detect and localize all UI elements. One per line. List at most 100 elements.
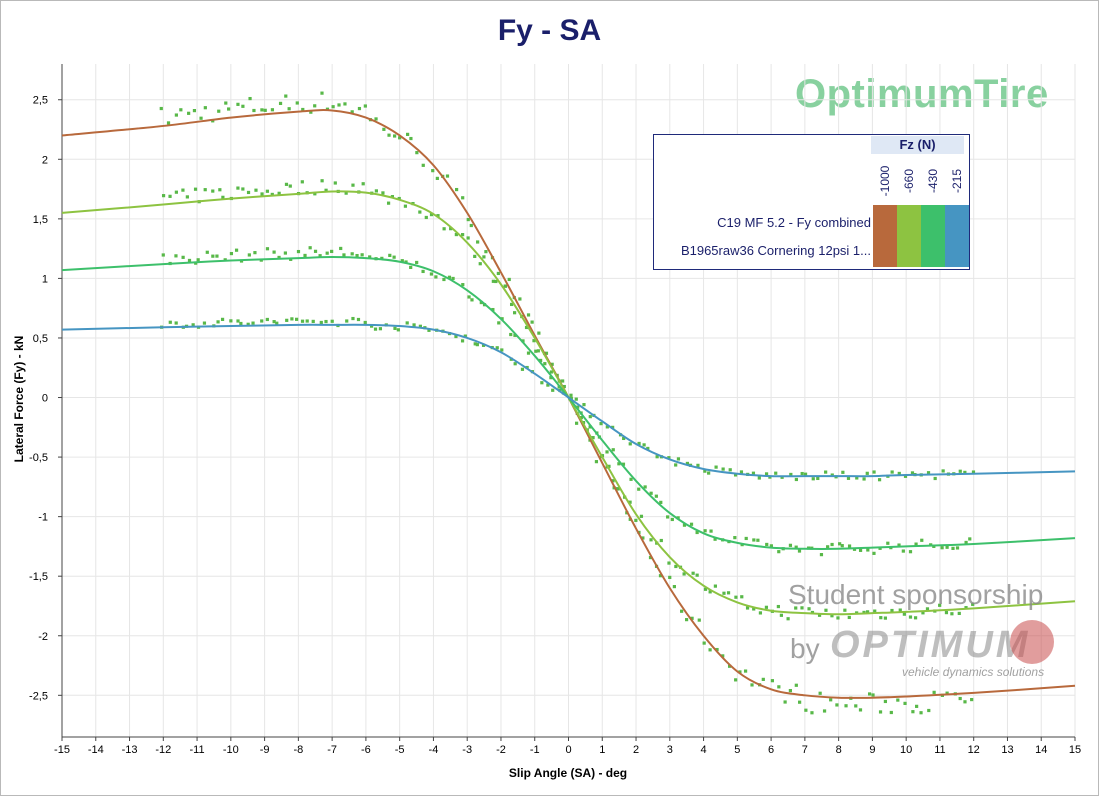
measured-point [877, 478, 882, 482]
measured-point [800, 606, 804, 610]
measured-point [496, 271, 500, 276]
x-tick-label: -5 [395, 744, 405, 756]
measured-point [764, 472, 769, 476]
measured-point [308, 246, 312, 250]
measured-point [637, 487, 641, 491]
measured-point [621, 462, 626, 466]
measured-point [844, 704, 848, 708]
measured-point [574, 421, 579, 425]
measured-point [830, 614, 834, 618]
measured-point [769, 544, 773, 548]
measured-point [743, 669, 748, 673]
measured-point [550, 362, 554, 366]
measured-point [889, 710, 893, 715]
measured-point [955, 546, 960, 550]
measured-point [396, 328, 400, 332]
measured-point [272, 250, 276, 254]
measured-point [539, 358, 543, 363]
measured-point [278, 101, 283, 106]
legend-row-measured: B1965raw36 Cornering 12psi 1... [680, 243, 871, 258]
measured-point [738, 670, 742, 674]
measured-point [311, 319, 315, 324]
measured-point [794, 683, 798, 687]
measured-point [300, 319, 305, 323]
measured-point [776, 604, 780, 609]
optimum-logo-icon [1010, 620, 1054, 664]
measured-point [788, 543, 793, 547]
measured-point [890, 608, 894, 613]
measured-point [628, 442, 632, 446]
measured-point [648, 555, 653, 560]
measured-point [393, 326, 397, 330]
measured-point [690, 616, 694, 620]
measured-point [883, 616, 888, 620]
measured-point [734, 595, 738, 599]
measured-point [654, 494, 658, 498]
measured-point [540, 381, 544, 385]
measured-point [879, 616, 883, 620]
measured-point [824, 470, 828, 474]
measured-point [470, 298, 474, 302]
measured-point [666, 515, 670, 519]
measured-point [161, 253, 165, 257]
measured-point [363, 104, 367, 108]
measured-point [777, 550, 781, 554]
measured-point [951, 546, 955, 550]
measured-point [696, 463, 700, 467]
measured-point [460, 339, 465, 343]
measured-point [643, 485, 647, 489]
measured-point [847, 544, 852, 548]
measured-point [520, 367, 525, 371]
fit-curve--660 [61, 190, 1076, 616]
measured-point [344, 191, 348, 195]
measured-point [786, 617, 790, 621]
measured-point [549, 376, 553, 380]
measured-point [713, 584, 717, 588]
x-tick-label: 9 [869, 744, 875, 756]
measured-point [926, 471, 931, 475]
measured-point [251, 321, 255, 325]
measured-point [216, 320, 220, 324]
x-tick-label: -9 [260, 744, 270, 756]
measured-point [454, 232, 458, 237]
measured-point [695, 573, 699, 577]
measured-point [337, 103, 341, 107]
measured-point [497, 321, 501, 325]
measured-point [838, 542, 842, 546]
measured-point [970, 697, 974, 702]
measured-point [897, 471, 901, 476]
measured-point [404, 260, 408, 264]
measured-point [301, 107, 305, 112]
measured-point [350, 252, 354, 256]
measured-point [388, 253, 392, 257]
measured-point [260, 192, 264, 196]
measured-point [715, 647, 719, 652]
measured-point [867, 692, 872, 696]
measured-point [324, 319, 328, 324]
legend-load-label: -1000 [878, 165, 892, 197]
legend-row-model: C19 MF 5.2 - Fy combined [717, 215, 871, 230]
measured-point [526, 313, 531, 317]
measured-point [752, 607, 756, 611]
measured-point [461, 196, 465, 200]
x-tick-label: 8 [836, 744, 842, 756]
measured-point [239, 321, 243, 326]
x-tick-label: 7 [802, 744, 808, 756]
measured-point [680, 609, 684, 613]
measured-point [229, 319, 233, 323]
measured-point [277, 255, 281, 260]
measured-point [360, 253, 364, 257]
measured-point [920, 538, 924, 542]
measured-point [431, 169, 435, 173]
measured-point [174, 321, 178, 325]
measured-point [455, 187, 459, 192]
measured-point [628, 500, 632, 504]
measured-point [945, 691, 949, 695]
measured-point [288, 184, 292, 188]
measured-point [382, 127, 386, 131]
measured-point [913, 616, 918, 620]
measured-point [313, 192, 317, 196]
x-tick-label: -12 [155, 744, 171, 756]
measured-point [211, 254, 215, 258]
